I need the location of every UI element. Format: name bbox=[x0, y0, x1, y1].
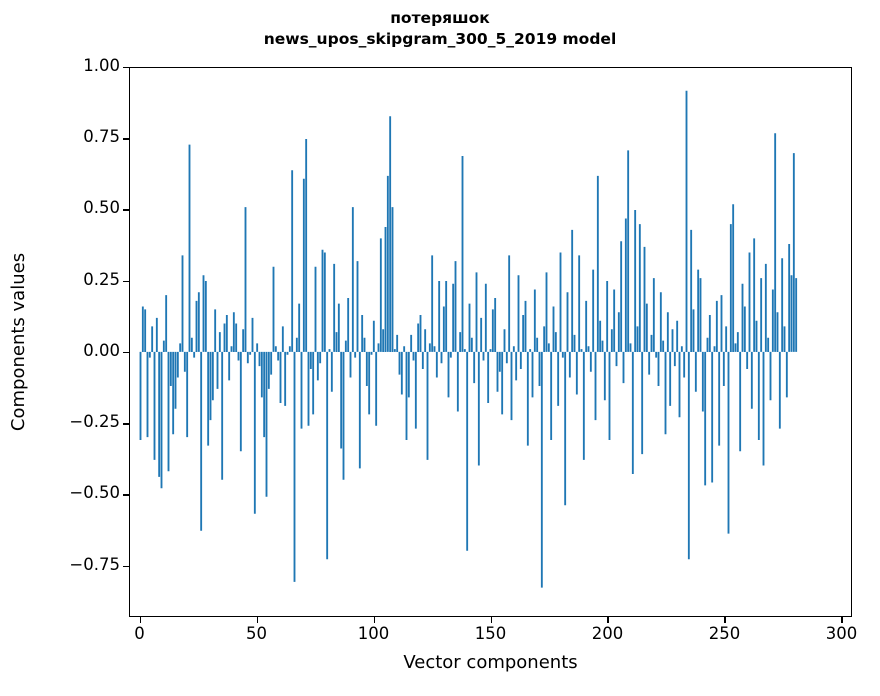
x-tick-label: 0 bbox=[134, 624, 145, 643]
x-tick-mark bbox=[724, 617, 726, 623]
x-tick-label: 300 bbox=[825, 624, 858, 643]
x-tick-label: 250 bbox=[708, 624, 741, 643]
y-axis-label: Components values bbox=[8, 252, 29, 432]
y-tick-label: 0.50 bbox=[83, 198, 120, 218]
x-tick-mark bbox=[841, 617, 843, 623]
x-tick-mark bbox=[139, 617, 141, 623]
y-tick-label: −0.50 bbox=[69, 483, 120, 503]
y-tick-mark bbox=[123, 67, 129, 69]
y-tick-mark bbox=[123, 565, 129, 567]
chart-title-block: потеряшок news_upos_skipgram_300_5_2019 … bbox=[0, 8, 880, 50]
x-tick-mark bbox=[607, 617, 609, 623]
y-tick-mark bbox=[123, 351, 129, 354]
y-tick-label: 1.00 bbox=[83, 56, 120, 75]
y-tick-mark bbox=[123, 138, 129, 140]
x-tick-label: 200 bbox=[591, 624, 624, 643]
x-axis-label: Vector components bbox=[403, 652, 578, 673]
chart-subtitle: news_upos_skipgram_300_5_2019 model bbox=[263, 30, 617, 48]
y-tick-label: 0.25 bbox=[83, 269, 120, 289]
y-tick-mark bbox=[123, 280, 129, 283]
chart-title: потеряшок bbox=[390, 9, 490, 27]
x-tick-mark bbox=[490, 617, 492, 623]
x-tick-mark bbox=[256, 617, 258, 623]
y-tick-mark bbox=[123, 423, 129, 425]
x-tick-label: 150 bbox=[474, 624, 507, 643]
y-tick-mark bbox=[123, 209, 129, 211]
x-tick-label: 50 bbox=[246, 624, 268, 643]
bar-series-canvas bbox=[139, 90, 798, 588]
bar-series bbox=[139, 90, 798, 588]
y-tick-label: 0.75 bbox=[83, 127, 120, 147]
y-tick-label: −0.75 bbox=[69, 554, 120, 574]
y-tick-label: −0.25 bbox=[69, 412, 120, 432]
y-tick-label: 0.00 bbox=[83, 340, 120, 360]
y-tick-mark bbox=[123, 494, 129, 496]
x-tick-mark bbox=[373, 617, 375, 623]
x-tick-label: 100 bbox=[357, 624, 390, 643]
plot-area bbox=[129, 67, 852, 617]
